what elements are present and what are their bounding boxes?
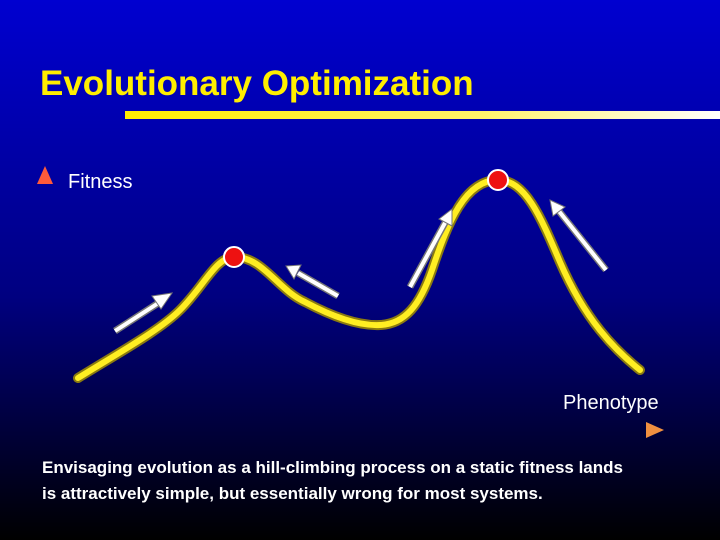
title: Evolutionary Optimization — [40, 64, 474, 103]
y-axis-label: Fitness — [68, 171, 132, 193]
global-peak — [487, 169, 509, 191]
y-axis-arrow — [37, 166, 53, 184]
arrow — [406, 207, 453, 289]
arrow — [113, 292, 174, 334]
caption-line: is attractively simple, but essentially … — [42, 484, 543, 503]
title-underline — [125, 111, 720, 119]
caption-line: Envisaging evolution as a hill-climbing … — [42, 458, 623, 477]
x-axis-label: Phenotype — [563, 392, 659, 414]
local-peak — [223, 246, 245, 268]
arrows — [113, 199, 609, 334]
x-axis-arrow — [646, 422, 664, 438]
arrow — [285, 264, 340, 300]
fitness-landscape — [75, 176, 643, 381]
arrow — [549, 199, 609, 273]
